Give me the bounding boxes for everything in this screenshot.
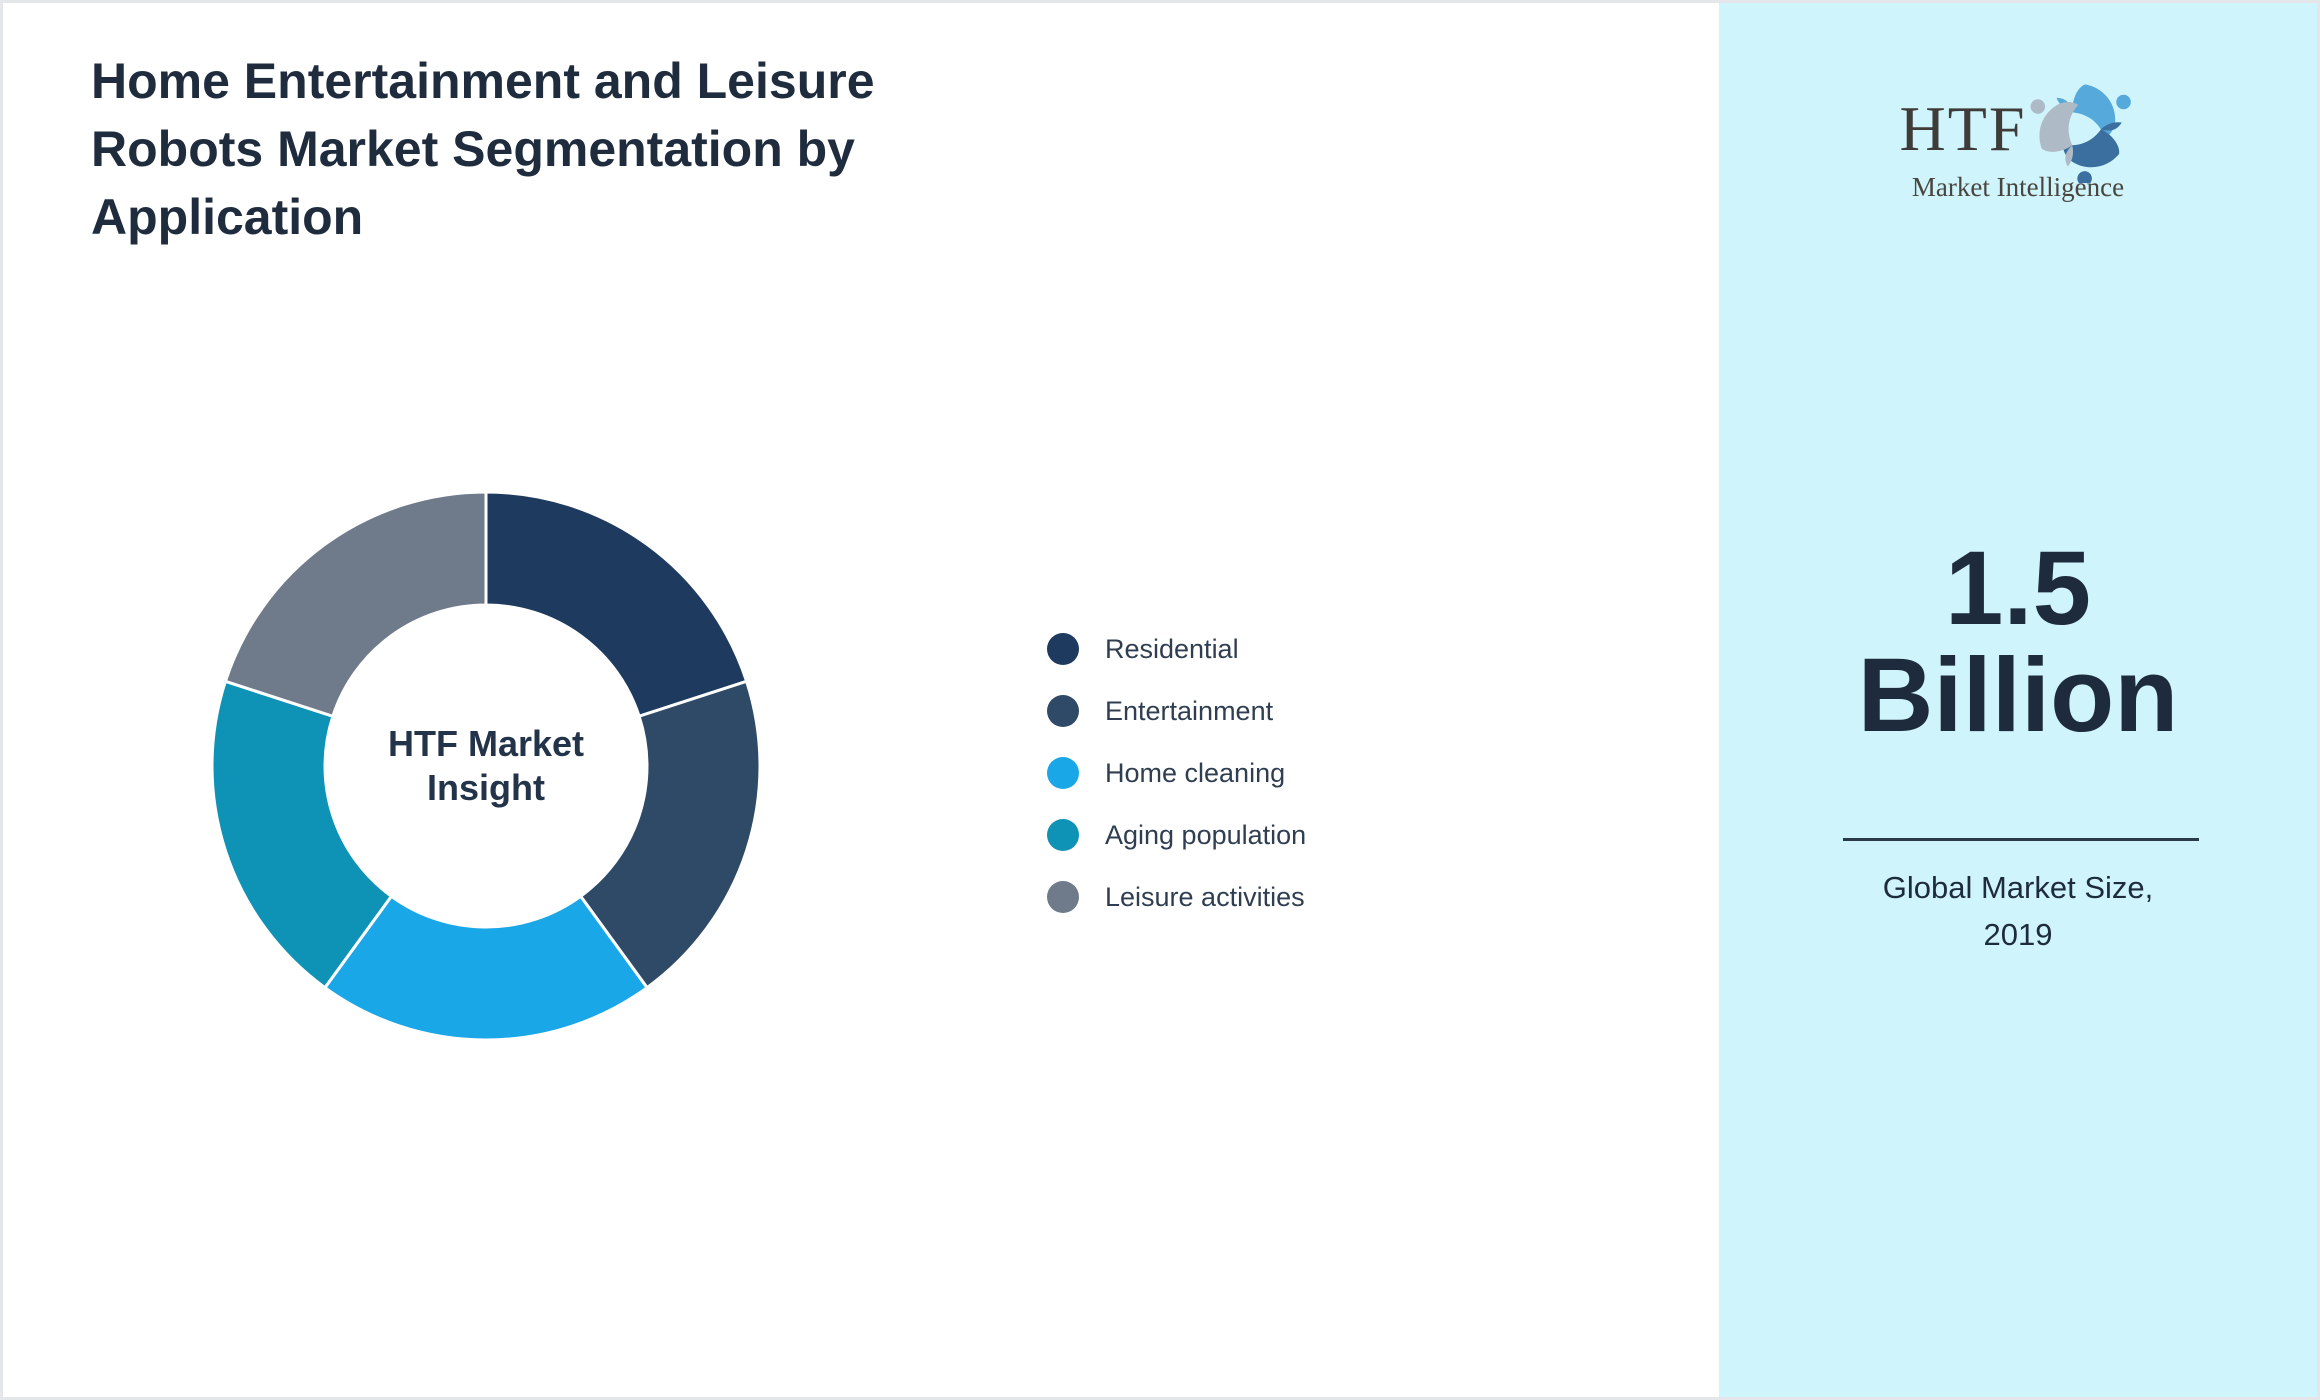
legend-dot-entertainment bbox=[1047, 695, 1079, 727]
legend-dot-leisure-activities bbox=[1047, 881, 1079, 913]
htf-logo-swirl-icon bbox=[2031, 84, 2132, 183]
market-size-value: 1.5 Billion bbox=[1857, 530, 2179, 755]
donut-segment-entertainment bbox=[578, 679, 762, 990]
htf-logo: HTF Market Intelligence bbox=[1719, 75, 2317, 203]
htf-logo-row: HTF bbox=[1900, 75, 2137, 183]
legend-item-entertainment: Entertainment bbox=[1047, 695, 1306, 727]
donut-chart-svg bbox=[210, 490, 762, 1042]
legend-label: Home cleaning bbox=[1105, 757, 1286, 788]
legend-label: Entertainment bbox=[1105, 695, 1274, 726]
swirl-figure-3 bbox=[2031, 99, 2079, 167]
market-size-caption: Global Market Size, 2019 bbox=[1882, 870, 2154, 952]
donut-segment-residential bbox=[484, 490, 749, 719]
legend-item-leisure-activities: Leisure activities bbox=[1047, 881, 1306, 913]
chart-legend: Residential Entertainment Home cleaning Agi… bbox=[1047, 633, 1306, 913]
legend-label: Leisure activities bbox=[1105, 881, 1305, 912]
legend-item-residential: Residential bbox=[1047, 633, 1306, 665]
legend-dot-home-cleaning bbox=[1047, 757, 1079, 789]
donut-segment-leisure-activities bbox=[223, 490, 488, 719]
legend-dot-residential bbox=[1047, 633, 1079, 665]
page-title: Home Entertainment and Leisure Robots Ma… bbox=[91, 53, 875, 245]
swirl-figure-2 bbox=[2063, 122, 2123, 183]
htf-logo-text: HTF bbox=[1899, 93, 2027, 164]
donut-segment-aging-population bbox=[210, 679, 394, 990]
donut-segment-home-cleaning bbox=[322, 894, 650, 1042]
donut-chart: HTF Market Insight bbox=[209, 489, 763, 1043]
legend-label: Aging population bbox=[1105, 819, 1307, 850]
legend-label: Residential bbox=[1105, 633, 1239, 664]
legend-item-home-cleaning: Home cleaning bbox=[1047, 757, 1306, 789]
market-size-panel: HTF Market Intelligence 1.5 Billion Glob… bbox=[1719, 3, 2317, 1397]
divider-line bbox=[1843, 838, 2199, 841]
legend-dot-aging-population bbox=[1047, 819, 1079, 851]
legend-item-aging-population: Aging population bbox=[1047, 819, 1306, 851]
htf-logo-subtext: Market Intelligence bbox=[1911, 172, 2125, 202]
